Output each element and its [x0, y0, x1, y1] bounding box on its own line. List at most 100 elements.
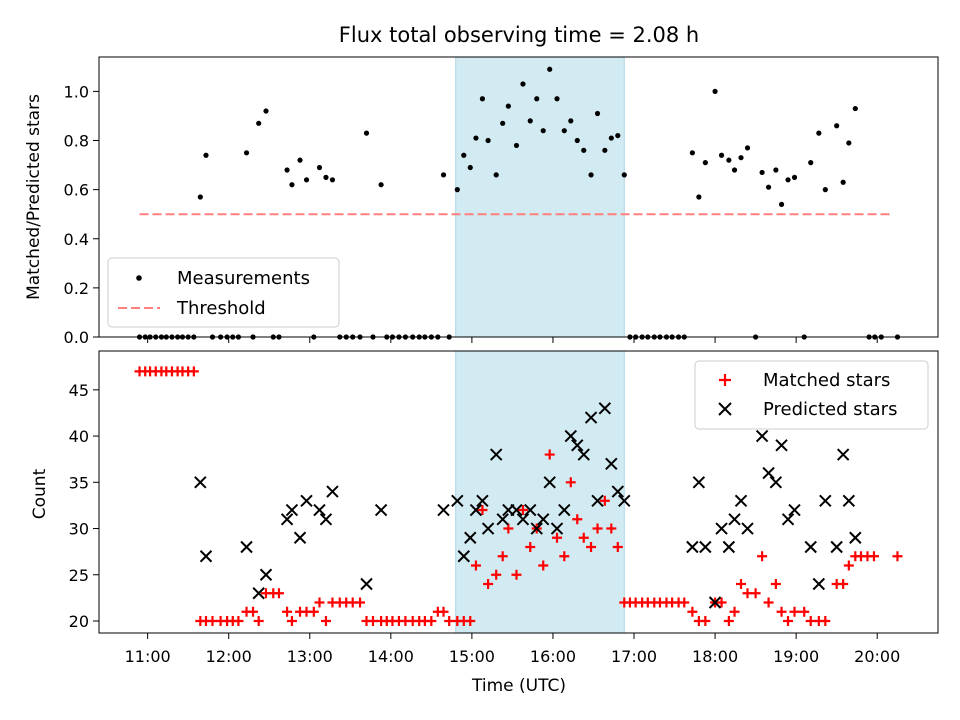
measurement-point [759, 169, 765, 176]
matched-point [491, 569, 502, 580]
predicted-point [715, 522, 728, 535]
matched-point [716, 597, 727, 608]
measurement-point [581, 147, 587, 153]
x-tick-label: 12:00 [206, 647, 252, 666]
legend-measurements-marker [136, 275, 142, 281]
predicted-point [313, 503, 326, 517]
count-legend-box [694, 360, 929, 430]
measurement-point [738, 155, 744, 161]
predicted-point [812, 577, 826, 591]
chart-title: Flux total observing time = 2.08 h [339, 23, 699, 47]
measurement-point [513, 142, 520, 149]
matched-point [599, 495, 610, 506]
matched-point [525, 542, 536, 553]
matched-point [789, 606, 800, 617]
predicted-point [577, 448, 590, 461]
matched-point [679, 597, 690, 608]
measurement-point [702, 160, 708, 166]
matched-point [559, 551, 570, 562]
predicted-point [524, 503, 537, 517]
predicted-point [819, 494, 832, 507]
measurement-point [284, 167, 290, 173]
measurement-point [263, 108, 269, 114]
matched-point [497, 551, 508, 562]
predicted-point [788, 503, 801, 517]
x-tick-label: 15:00 [449, 647, 495, 666]
matched-point [578, 532, 589, 543]
measurement-point [615, 132, 621, 139]
matched-point [470, 560, 481, 571]
matched-point [465, 615, 476, 626]
predicted-point [692, 476, 706, 489]
predicted-point [769, 476, 783, 489]
measurement-point [852, 105, 858, 112]
predicted-point [293, 531, 307, 544]
predicted-point [280, 513, 294, 526]
measurement-point [378, 182, 384, 188]
legend-measurements-label: Measurements [177, 268, 310, 289]
legend-predicted-label: Predicted stars [763, 399, 897, 420]
predicted-point [722, 540, 736, 554]
predicted-point [558, 503, 571, 517]
matched-point [783, 615, 794, 626]
predicted-point [775, 439, 788, 452]
x-tick-label: 16:00 [530, 647, 576, 666]
y-tick-label: 45 [69, 381, 89, 400]
measurement-point [554, 96, 560, 102]
measurement-point [744, 145, 751, 151]
matched-point [592, 523, 603, 534]
predicted-point [194, 476, 207, 489]
matched-point [565, 477, 576, 488]
ratio-legend: Measurements Threshold [107, 257, 340, 328]
y-tick-label: 20 [69, 612, 89, 631]
x-tick-label: 18:00 [692, 647, 738, 666]
measurement-point [461, 152, 467, 158]
count-legend: Matched stars Predicted stars [694, 360, 929, 430]
count-panel: 20 25 30 35 40 45 11:00 12:00 13:00 14:00 15:00 16… [30, 350, 939, 696]
predicted-point [699, 540, 712, 554]
matched-point [723, 615, 734, 626]
measurement-point [696, 194, 702, 200]
matched-point [308, 606, 319, 617]
measurement-point [602, 147, 608, 153]
measurement-point [840, 179, 846, 185]
x-tick-label: 14:00 [368, 647, 414, 666]
predicted-point [537, 513, 550, 526]
measurement-point [816, 130, 822, 136]
x-tick-label: 20:00 [854, 647, 900, 666]
predicted-point [836, 448, 850, 461]
predicted-points [194, 402, 862, 609]
measurement-point [574, 137, 580, 144]
predicted-point [543, 476, 556, 489]
matched-point [838, 578, 849, 589]
predicted-point [804, 540, 817, 554]
measurement-point [785, 177, 791, 183]
measurement-point [547, 66, 553, 72]
matched-point [426, 615, 437, 626]
measurement-point [467, 164, 473, 171]
matched-point [757, 551, 768, 562]
measurement-point [203, 152, 209, 158]
predicted-point [564, 429, 577, 443]
matched-point [273, 588, 284, 599]
count-frame [98, 350, 939, 634]
measurement-point [822, 187, 828, 193]
matched-point [763, 597, 774, 608]
measurement-point [846, 140, 852, 146]
measurement-point [297, 157, 303, 163]
matched-point [729, 606, 740, 617]
predicted-point [457, 550, 470, 563]
predicted-point [584, 411, 598, 424]
predicted-point [591, 494, 604, 507]
measurement-point [621, 172, 627, 178]
predicted-point [762, 466, 775, 480]
matched-point [320, 615, 331, 626]
predicted-point [849, 531, 862, 544]
ratio-x-ticks [147, 337, 878, 343]
measurement-point [329, 177, 336, 183]
matched-point [483, 578, 494, 589]
y-tick-label: 25 [69, 566, 89, 585]
measurement-point [505, 103, 511, 109]
x-tick-label: 19:00 [773, 647, 819, 666]
matched-point [503, 523, 514, 534]
